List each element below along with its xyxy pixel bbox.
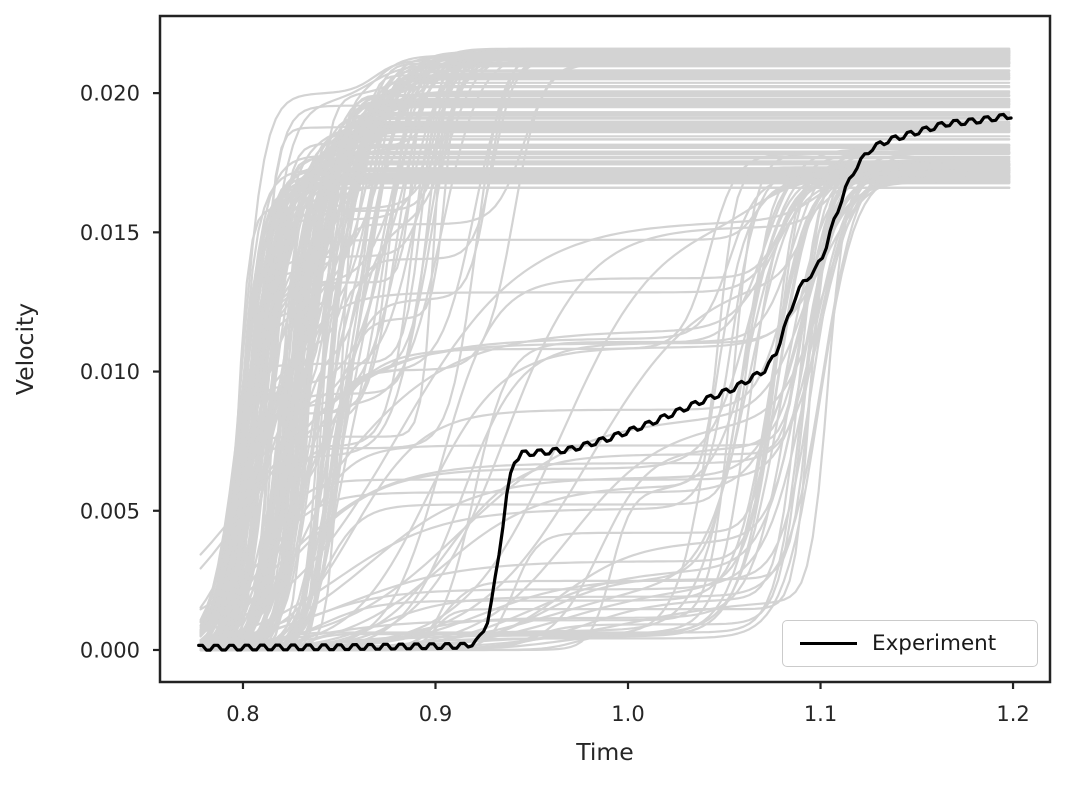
legend: Experiment [782,620,1038,667]
x-axis-tick-labels: 0.8 0.9 1.0 1.1 1.2 [226,702,1029,726]
x-axis-ticks [241,682,1015,689]
y-axis-ticks [153,92,160,652]
y-tick-label: 0.000 [80,638,140,662]
x-tick-label: 0.9 [419,702,452,726]
ensemble-curves [199,47,1011,652]
axes-frame [158,14,1052,684]
experiment-line [197,112,1013,652]
x-axis-label: Time [575,738,634,766]
y-axis-label: Velocity [11,303,39,395]
x-tick-label: 1.2 [996,702,1029,726]
y-tick-label: 0.015 [80,221,140,245]
x-tick-label: 1.0 [611,702,644,726]
x-tick-label: 0.8 [226,702,259,726]
legend-line-sample [800,642,857,645]
y-tick-label: 0.010 [80,360,140,384]
x-tick-label: 1.1 [804,702,837,726]
y-axis-tick-labels: 0.000 0.005 0.010 0.015 0.020 [80,82,140,663]
y-tick-label: 0.005 [80,499,140,523]
y-tick-label: 0.020 [80,82,140,106]
legend-label: Experiment [872,631,997,656]
